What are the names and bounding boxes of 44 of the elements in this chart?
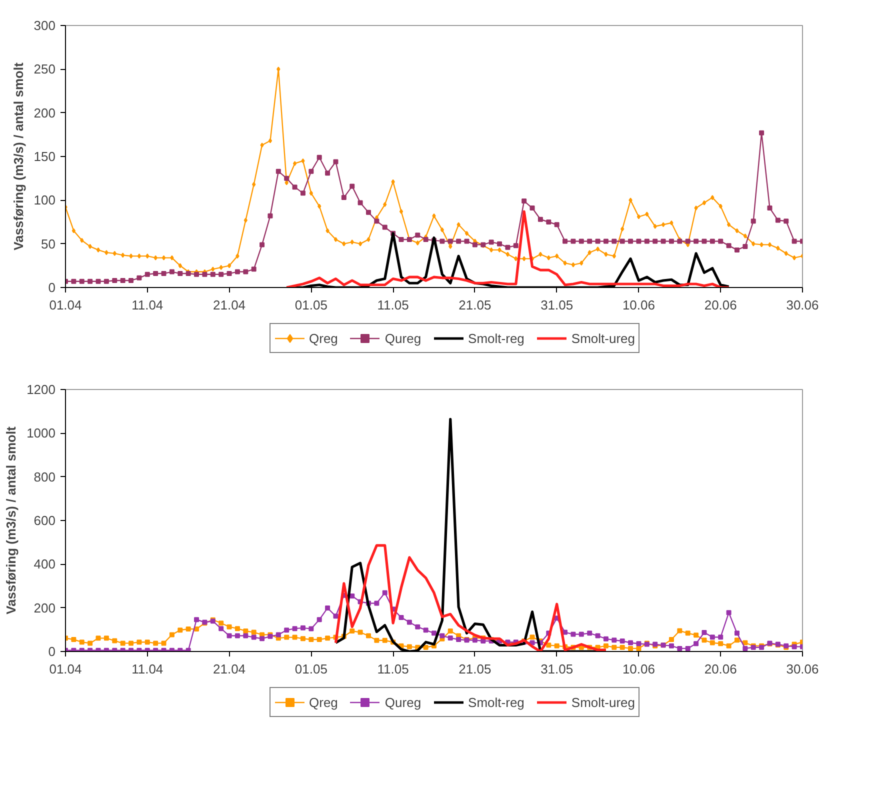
x-tick-label: 11.04	[132, 662, 164, 676]
x-tick-label: 30.06	[786, 298, 819, 312]
y-axis-title: Vassføring (m3/s) / antal smolt	[10, 62, 26, 250]
y-tick-label: 200	[34, 105, 56, 120]
x-tick-label: 21.05	[458, 662, 492, 676]
legend-label: Qreg	[309, 330, 338, 346]
y-tick-label: 50	[41, 236, 56, 252]
y-tick-label: 200	[34, 600, 56, 616]
y-tick-label: 1000	[26, 426, 56, 441]
x-tick-label: 11.05	[377, 662, 409, 676]
y-tick-label: 250	[34, 62, 56, 77]
x-tick-label: 11.04	[132, 298, 164, 312]
x-tick-label: 20.06	[704, 298, 737, 312]
y-tick-label: 1200	[26, 382, 56, 397]
legend-label: Qreg	[309, 694, 338, 710]
x-tick-label: 01.04	[49, 662, 82, 676]
legend-label: Qureg	[384, 694, 422, 710]
legend-label: Qureg	[384, 330, 422, 346]
x-tick-label: 01.04	[49, 298, 82, 312]
y-axis-title: Vassføring (m3/s) / antal smolt	[4, 426, 19, 614]
x-tick-label: 31.05	[540, 298, 574, 312]
y-tick-label: 800	[34, 469, 56, 484]
x-tick-label: 01.05	[294, 662, 328, 676]
y-tick-label: 400	[34, 556, 56, 572]
x-tick-label: 30.06	[786, 662, 819, 676]
x-tick-label: 31.05	[540, 662, 574, 676]
x-tick-label: 20.06	[704, 662, 737, 676]
y-tick-label: 150	[34, 149, 56, 164]
x-tick-label: 21.04	[213, 298, 246, 312]
legend-label: Smolt-ureg	[571, 330, 635, 346]
legend-label: Smolt-reg	[468, 694, 524, 710]
x-tick-label: 10.06	[622, 298, 656, 312]
legend-label: Smolt-ureg	[571, 694, 635, 710]
x-tick-label: 01.05	[294, 298, 328, 312]
y-tick-label: 300	[34, 18, 56, 33]
y-tick-label: 100	[34, 192, 56, 208]
x-tick-label: 21.04	[213, 662, 246, 676]
y-tick-label: 0	[48, 280, 56, 295]
legend-label: Smolt-reg	[468, 330, 524, 346]
x-tick-label: 21.05	[458, 298, 492, 312]
y-tick-label: 0	[48, 644, 56, 659]
x-tick-label: 10.06	[622, 662, 656, 676]
x-tick-label: 11.05	[377, 298, 409, 312]
y-tick-label: 600	[34, 513, 56, 528]
